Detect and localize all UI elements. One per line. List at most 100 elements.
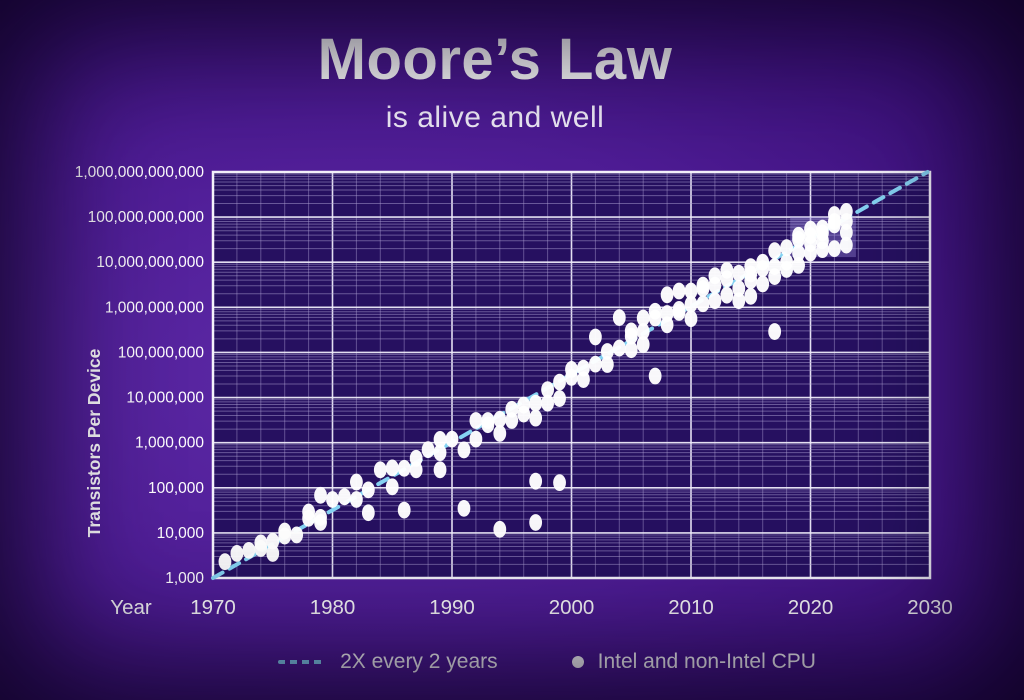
data-point: [720, 286, 734, 304]
data-point: [589, 355, 602, 373]
data-point: [696, 295, 710, 313]
y-tick-label: 10,000: [157, 525, 205, 542]
data-point: [385, 478, 399, 496]
data-point: [433, 461, 447, 479]
data-point: [553, 390, 566, 407]
data-point: [660, 286, 674, 304]
data-point: [481, 416, 495, 434]
chart-legend: 2X every 2 years Intel and non-Intel CPU: [0, 644, 1024, 680]
data-point: [744, 272, 758, 290]
data-point: [600, 356, 614, 373]
data-point: [266, 532, 280, 550]
data-point: [828, 216, 841, 234]
data-point: [804, 220, 817, 238]
data-point: [839, 236, 853, 254]
x-tick-label: 2020: [788, 596, 834, 619]
y-tick-label: 100,000: [148, 480, 204, 497]
data-point: [768, 268, 782, 286]
x-tick-label: 1980: [310, 596, 356, 619]
y-tick-label: 100,000,000: [118, 344, 205, 361]
y-tick-label: 1,000,000,000,000: [75, 164, 205, 181]
data-point: [768, 242, 782, 260]
data-point: [553, 373, 566, 391]
data-point: [839, 223, 853, 241]
data-point: [792, 226, 805, 244]
data-point: [816, 241, 829, 259]
data-point: [242, 541, 256, 559]
x-tick-label: 2000: [549, 596, 595, 619]
data-point: [756, 275, 770, 293]
data-point: [350, 491, 363, 508]
y-tick-label: 10,000,000: [126, 390, 204, 407]
trend-line-swatch: [278, 660, 327, 664]
data-point: [397, 459, 411, 477]
data-point: [421, 441, 435, 459]
data-point: [624, 322, 638, 340]
data-point: [780, 239, 793, 257]
y-axis-label: Transistors Per Device: [84, 348, 104, 537]
data-point: [278, 522, 292, 540]
title-block: Moore’s Law is alive and well: [0, 0, 990, 135]
data-point: [409, 449, 423, 467]
chart-subtitle: is alive and well: [385, 101, 605, 134]
data-point: [768, 323, 782, 340]
data-point: [302, 509, 315, 527]
data-point: [720, 261, 734, 279]
data-point: [553, 474, 566, 492]
data-point: [385, 459, 399, 477]
data-point: [708, 292, 722, 310]
data-point: [254, 540, 268, 557]
data-point: [792, 257, 805, 274]
scatter-points: [218, 202, 853, 571]
data-point: [648, 367, 662, 385]
data-point: [636, 323, 650, 340]
data-point: [624, 341, 638, 359]
y-tick-label: 1,000: [165, 570, 204, 587]
cpu-legend-label: Intel and non-Intel CPU: [597, 650, 816, 673]
data-point: [672, 282, 686, 300]
data-point: [672, 300, 686, 318]
data-point: [684, 310, 698, 328]
x-tick-label: 1970: [190, 596, 236, 619]
data-point: [266, 545, 280, 562]
data-point: [660, 316, 674, 334]
data-point: [529, 409, 543, 427]
data-point: [373, 461, 387, 479]
data-point: [314, 514, 327, 531]
axis-ticks: 1,000 10,000 100,000 1,000,000 10,000,000 100…: [75, 164, 953, 619]
y-tick-label: 1,000,000,000: [105, 299, 205, 316]
data-point: [744, 287, 758, 305]
data-point: [612, 339, 626, 357]
y-tick-label: 100,000,000,000: [88, 209, 205, 226]
y-tick-label: 1,000,000: [135, 435, 204, 452]
data-point: [326, 491, 339, 508]
data-point: [648, 302, 662, 320]
data-point: [577, 371, 590, 389]
data-point: [636, 309, 650, 327]
data-point: [636, 336, 650, 353]
data-point: [612, 309, 626, 327]
data-point: [577, 359, 590, 377]
data-point: [696, 276, 710, 294]
data-point: [529, 394, 543, 412]
cpu-point-swatch: [571, 656, 584, 668]
data-point: [517, 396, 531, 414]
data-point: [732, 292, 746, 310]
data-point: [433, 444, 447, 462]
data-point: [541, 381, 554, 399]
x-axis-label: Year: [110, 596, 152, 619]
data-point: [732, 280, 746, 298]
data-point: [218, 553, 232, 571]
data-point: [457, 441, 471, 459]
x-tick-label: 2030: [907, 596, 953, 619]
data-point: [565, 368, 578, 386]
data-point: [445, 430, 459, 448]
data-point: [756, 253, 770, 271]
data-point: [493, 520, 507, 538]
y-tick-label: 10,000,000,000: [96, 254, 204, 271]
data-point: [230, 545, 244, 562]
data-point: [804, 235, 817, 252]
data-point: [493, 410, 507, 428]
